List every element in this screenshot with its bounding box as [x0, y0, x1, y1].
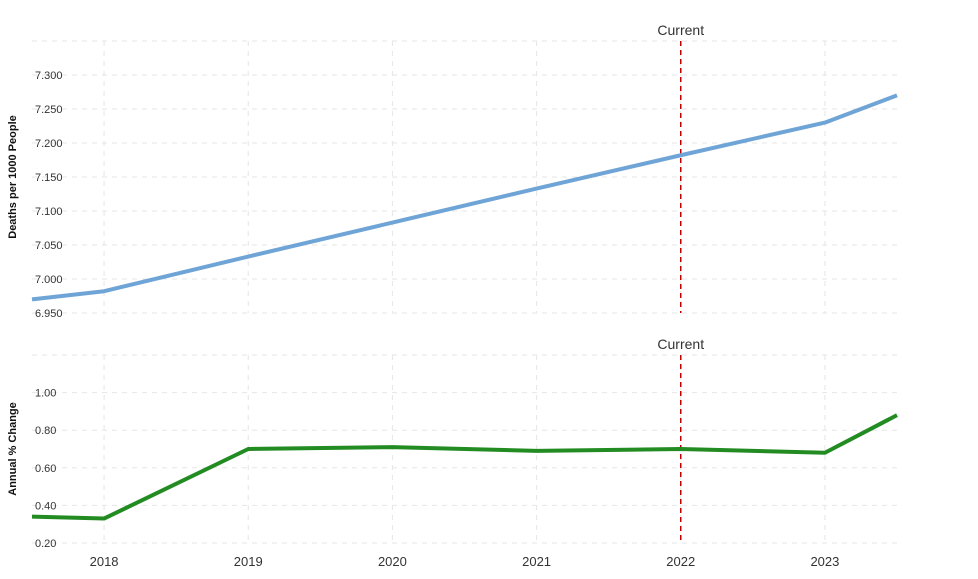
- y-axis-label: Deaths per 1000 People: [7, 115, 19, 239]
- top-panel-death-rate: 6.950 7.000 7.050 7.100 7.150 7.200 7.250 7.300…: [7, 22, 898, 320]
- x-axis: 2018 2019 2020 2021 2022 2023: [90, 554, 840, 569]
- x-tick-label: 2023: [810, 554, 839, 569]
- x-tick-label: 2019: [234, 554, 263, 569]
- y-tick-label: 7.100: [35, 206, 63, 218]
- series-line: [31, 93, 898, 302]
- y-tick-label: 6.950: [35, 308, 63, 320]
- y-tick-label: 1.00: [35, 388, 56, 400]
- y-tick-label: 0.60: [35, 463, 56, 475]
- x-tick-label: 2020: [378, 554, 407, 569]
- y-tick-label: 7.250: [35, 104, 63, 116]
- y-tick-label: 7.300: [35, 70, 63, 82]
- y-tick-label: 7.000: [35, 274, 63, 286]
- y-tick-label: 0.20: [35, 538, 56, 550]
- y-tick-label: 7.200: [35, 138, 63, 150]
- y-tick-label: 7.050: [35, 240, 63, 252]
- series-line: [31, 413, 898, 521]
- current-marker-label: Current: [657, 336, 704, 352]
- current-marker-label: Current: [657, 22, 704, 38]
- y-tick-label: 0.40: [35, 500, 56, 512]
- y-tick-label: 7.150: [35, 172, 63, 184]
- x-tick-label: 2018: [90, 554, 119, 569]
- x-tick-label: 2021: [522, 554, 551, 569]
- y-axis-label: Annual % Change: [7, 402, 19, 496]
- y-tick-label: 0.80: [35, 425, 56, 437]
- x-tick-label: 2022: [666, 554, 695, 569]
- bottom-panel-annual-change: 0.20 0.40 0.60 0.80 1.00 Annual % Change Curre…: [7, 336, 898, 550]
